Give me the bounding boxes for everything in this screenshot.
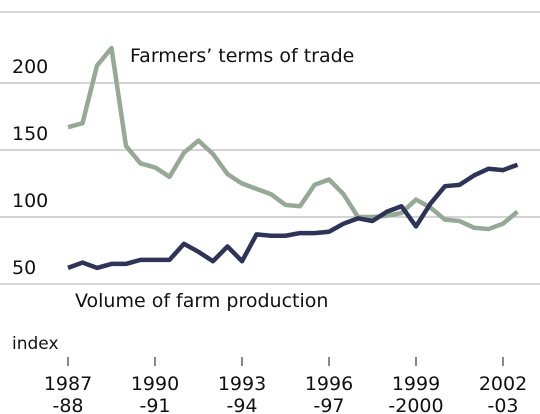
x-tick-label-line: -97: [313, 395, 344, 414]
x-tick-label-line: 1993: [218, 373, 266, 395]
series-line: [67, 162, 519, 271]
annotation: Volume of farm production: [75, 290, 328, 312]
x-tick-label-line: 1996: [305, 373, 353, 395]
x-tick-label-line: -94: [226, 395, 257, 414]
y-tick-label: 200: [12, 56, 48, 78]
x-tick-label: 1987 -88: [44, 373, 92, 414]
x-tick-label: 1990 -91: [131, 373, 179, 414]
x-tick-label-line: 1990: [131, 373, 179, 395]
y-tick-label: 150: [12, 123, 48, 145]
series-line: [67, 45, 519, 232]
annotation: Farmers’ terms of trade: [130, 45, 354, 67]
x-tick-label-line: -03: [487, 395, 518, 414]
x-tick-label-line: -91: [139, 395, 170, 414]
x-tick-label-line: 2002: [479, 373, 527, 395]
x-tick-label-line: 1999: [392, 373, 440, 395]
y-tick-label: 50: [12, 257, 36, 279]
x-tick-label: 1996 -97: [305, 373, 353, 414]
x-tick-label-line: -88: [52, 395, 83, 414]
x-tick-label: 2002 -03: [479, 373, 527, 414]
x-tick-label-line: -2000: [388, 395, 443, 414]
x-tick-label: 1999 -2000: [388, 373, 443, 414]
y-tick-label: 100: [12, 190, 48, 212]
x-tick-label: 1993 -94: [218, 373, 266, 414]
x-tick-label-line: 1987: [44, 373, 92, 395]
y-axis-label: index: [12, 334, 59, 354]
